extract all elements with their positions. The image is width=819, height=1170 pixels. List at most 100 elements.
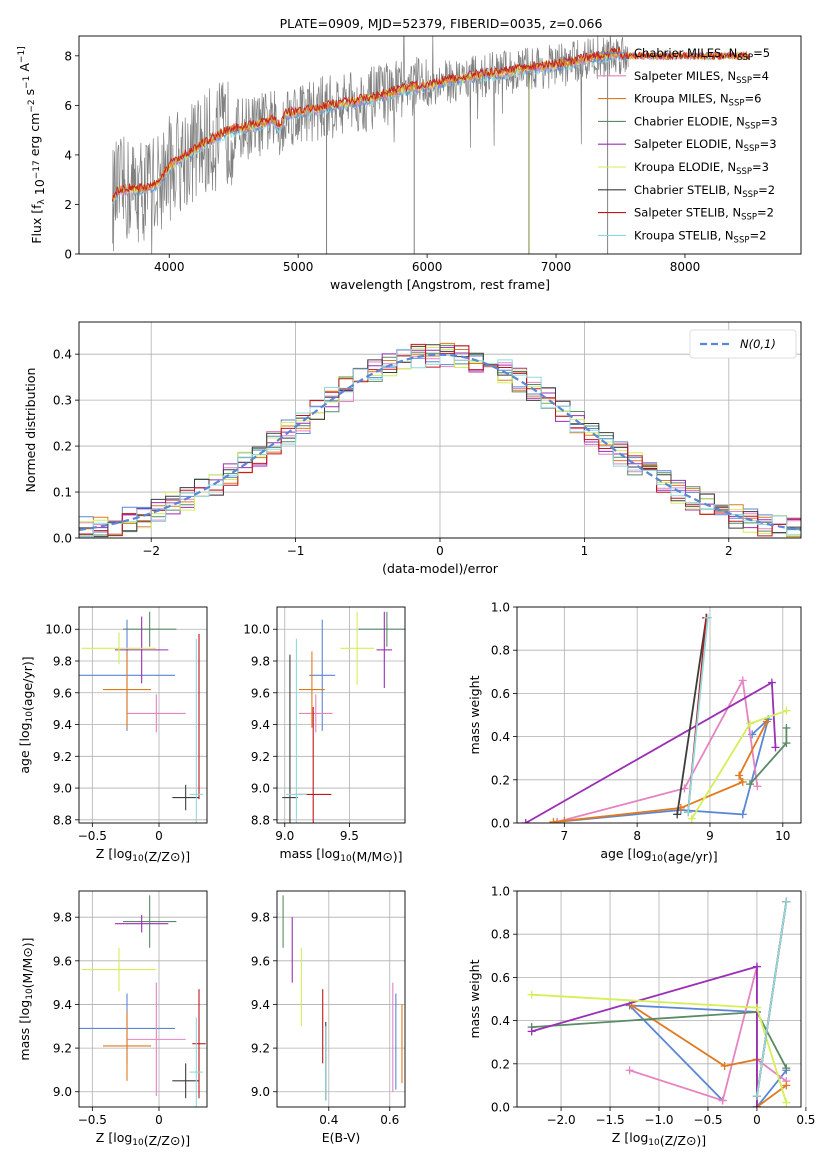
y-tick-label: 9.6 xyxy=(251,686,270,700)
x-axis-label: Z [log10(Z/Z⊙)] xyxy=(612,1130,706,1148)
label-sub: 10 xyxy=(648,1138,660,1148)
y-tick-label: 0.1 xyxy=(53,486,72,500)
legend-label: Salpeter STELIB, NSSP=2 xyxy=(634,206,774,223)
model-spectrum-line xyxy=(112,47,750,203)
legend-text: Salpeter MILES, N xyxy=(634,69,736,83)
y-axis-label: mass weight xyxy=(467,959,482,1038)
legend-label: Chabrier ELODIE, NSSP=3 xyxy=(634,114,778,131)
label-part: −1 xyxy=(22,76,32,89)
label-part: log xyxy=(629,1130,648,1145)
legend-sub: SSP xyxy=(734,235,750,245)
y-tick-label: 9.6 xyxy=(53,954,72,968)
legend-text: =5 xyxy=(753,46,770,60)
hist-legend-label: N(0,1) xyxy=(740,337,776,351)
x-tick-label: 0.4 xyxy=(319,1113,338,1127)
x-axis-label: age [log10(age/yr)] xyxy=(600,846,717,864)
x-tick-label: 8 xyxy=(633,829,641,843)
y-tick-label: 9.0 xyxy=(53,1085,72,1099)
axes-frame xyxy=(78,35,802,255)
y-axis-label: Flux [fλ 10−17 erg cm−2 s−1 A−1] xyxy=(17,46,47,243)
legend-text: Salpeter STELIB, N xyxy=(634,206,741,220)
y-tick-label: 0.4 xyxy=(491,1014,510,1028)
y-tick-label: 0.2 xyxy=(491,773,510,787)
model-spectrum-line xyxy=(112,46,750,202)
y-tick-label: 9.8 xyxy=(53,911,72,925)
legend-text: Kroupa MILES, N xyxy=(634,92,729,106)
legend-sub: SSP xyxy=(744,144,760,154)
chart-age_vs_Z: −0.5 08.89.09.29.49.69.810.0Z [log10(Z/Z⊙… xyxy=(17,606,208,864)
chart-age_vs_mass: 9.0 9.5 8.8 9.0 9.2 9.4 9.6 9.8 10.0 mass [log10(… xyxy=(243,606,406,864)
x-axis-label: (data-model)/error xyxy=(382,561,499,576)
y-tick-label: 9.2 xyxy=(53,1042,72,1056)
y-tick-label: 0.6 xyxy=(491,971,510,985)
chart-residual_hist: −2 −1 0 1 2 0.0 0.1 0.2 0.3 0.4 (data-model)/error… xyxy=(23,321,802,576)
label-part: mass [ xyxy=(17,1019,32,1061)
label-part: (M/M⊙)] xyxy=(20,937,35,988)
label-part: f xyxy=(29,204,44,209)
x-tick-label: −2 xyxy=(142,544,160,558)
y-tick-label: 9.4 xyxy=(53,718,72,732)
y-tick-label: 0.8 xyxy=(491,644,510,658)
figure-title: PLATE=0909, MJD=52379, FIBERID=0035, z=0… xyxy=(280,16,603,31)
label-part: mass [ xyxy=(279,846,321,861)
legend-text: =2 xyxy=(749,228,766,242)
legend-text: Chabrier ELODIE, N xyxy=(634,114,745,128)
y-tick-label: 0 xyxy=(64,248,72,262)
label-part: (M/M⊙)] xyxy=(352,849,403,864)
legend-label: Kroupa ELODIE, NSSP=3 xyxy=(634,160,769,177)
x-tick-label: 9.0 xyxy=(275,829,294,843)
y-tick-label: 1.0 xyxy=(491,885,510,899)
y-tick-label: 9.6 xyxy=(251,954,270,968)
y-tick-label: 8.8 xyxy=(251,813,270,827)
y-tick-label: 0.4 xyxy=(491,730,510,744)
y-axis-label: mass [log10(M/M⊙)] xyxy=(17,937,35,1060)
x-tick-label: 0 xyxy=(155,829,163,843)
y-tick-label: 9.4 xyxy=(251,998,270,1012)
x-tick-label: 0.5 xyxy=(796,1113,815,1127)
weight-line xyxy=(557,716,770,823)
axes-frame xyxy=(78,890,208,1108)
label-part: age [ xyxy=(17,742,32,774)
chart-mass_vs_ebv: 0.4 0.6 9.0 9.2 9.4 9.6 9.8 E(B-V) xyxy=(251,890,406,1145)
legend-text: =6 xyxy=(744,92,761,106)
spectrum-legend: Chabrier MILES, N SSP =5 Salpeter MILES, N S… xyxy=(598,46,778,245)
legend-label: Kroupa MILES, NSSP=6 xyxy=(634,92,761,109)
label-part: log xyxy=(321,846,340,861)
label-sub: 10 xyxy=(132,854,144,864)
legend-text: =3 xyxy=(752,160,769,174)
label-part: Z [ xyxy=(96,846,113,861)
plot-area xyxy=(79,895,206,1107)
y-tick-label: 0.0 xyxy=(53,532,72,546)
axes-frame xyxy=(516,606,802,824)
x-axis-label: wavelength [Angstrom, rest frame] xyxy=(330,277,550,292)
plot-area xyxy=(79,342,801,538)
y-tick-label: 4 xyxy=(64,148,72,162)
x-tick-label: −0.5 xyxy=(78,1113,107,1127)
label-sub: 10 xyxy=(132,1138,144,1148)
plot-area xyxy=(282,895,403,1101)
label-part: −17 xyxy=(32,160,42,179)
x-tick-label: 8000 xyxy=(670,260,701,274)
label-sub: 10 xyxy=(25,711,35,723)
x-axis-label: E(B-V) xyxy=(322,1130,361,1145)
label-part: wavelength [Angstrom, rest frame] xyxy=(330,277,550,292)
x-tick-label: 0 xyxy=(753,1113,761,1127)
legend-text: Chabrier STELIB, N xyxy=(634,183,742,197)
label-part: Z [ xyxy=(612,1130,629,1145)
legend-text: Chabrier MILES, N xyxy=(634,46,737,60)
label-part: (Z/Z⊙)] xyxy=(660,1133,706,1148)
plot-area xyxy=(112,36,750,254)
chart-mass_vs_Z: −0.5 09.09.29.49.69.8Z [log10(Z/Z⊙)]mass … xyxy=(17,890,208,1148)
x-tick-label: 5000 xyxy=(283,260,314,274)
y-tick-label: 9.2 xyxy=(251,750,270,764)
label-part: (age/yr)] xyxy=(663,849,718,864)
y-tick-label: 9.0 xyxy=(53,782,72,796)
y-tick-label: 9.6 xyxy=(53,686,72,700)
label-part: Normed distribution xyxy=(23,368,38,493)
label-sub: 10 xyxy=(340,854,352,864)
label-part: s xyxy=(22,89,37,100)
x-tick-label: 10 xyxy=(775,829,790,843)
y-tick-label: 0.4 xyxy=(53,348,72,362)
weight-line xyxy=(531,965,758,1107)
label-part: (Z/Z⊙)] xyxy=(144,849,190,864)
